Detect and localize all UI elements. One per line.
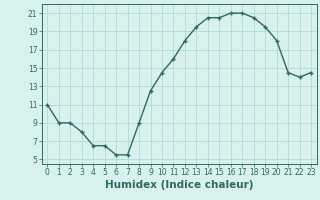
X-axis label: Humidex (Indice chaleur): Humidex (Indice chaleur) xyxy=(105,180,253,190)
